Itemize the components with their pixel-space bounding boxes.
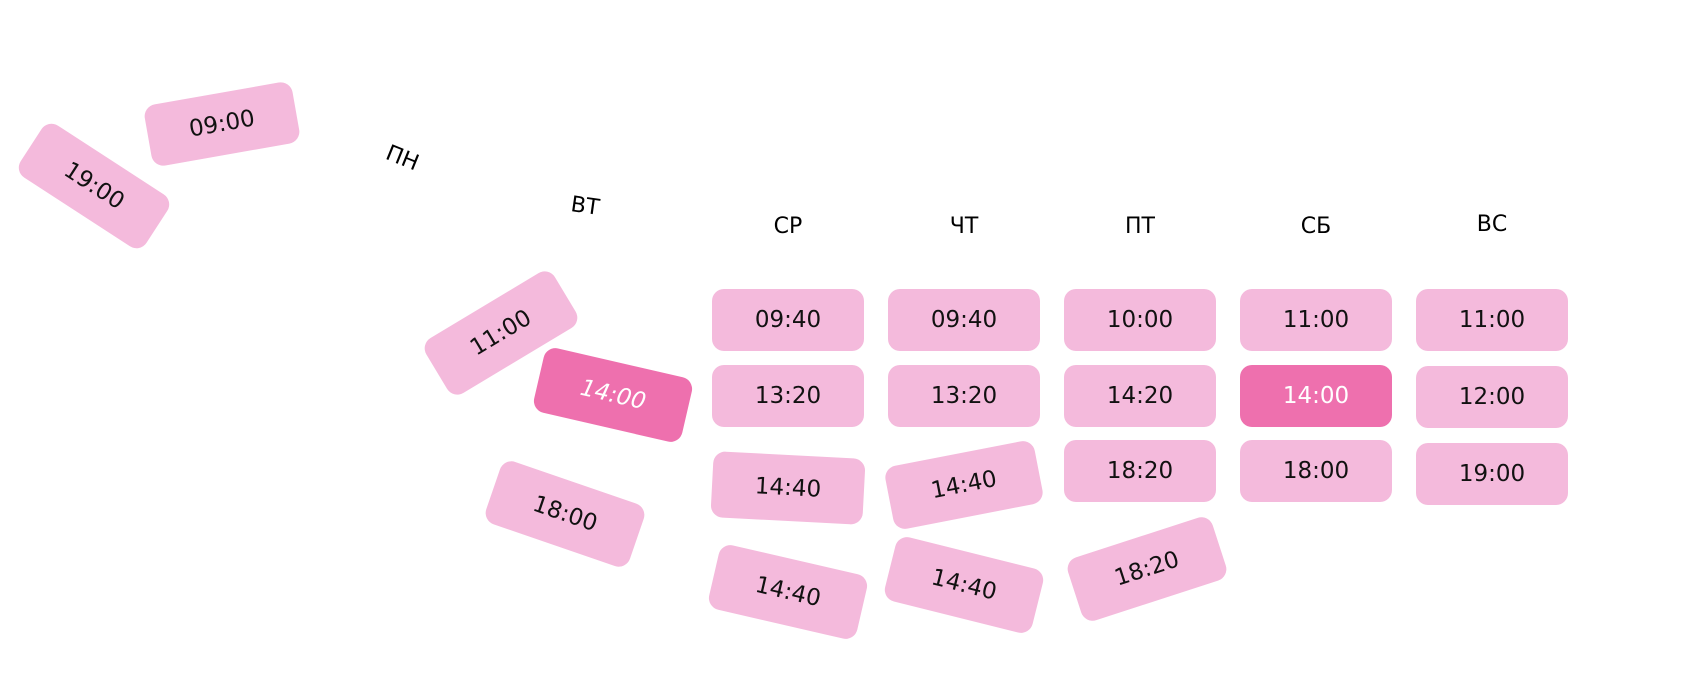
day-label-sat: СБ [1300,214,1332,239]
time-slot-wed-4[interactable]: 14:40 [706,542,870,642]
time-slot-thu-3[interactable]: 14:40 [883,439,1045,531]
time-slot-sat-2[interactable]: 14:00 [1240,365,1392,427]
day-label-fri: ПТ [1125,214,1155,239]
time-slot-fri-1[interactable]: 10:00 [1064,289,1216,351]
time-slot-thu-4[interactable]: 14:40 [882,534,1046,636]
day-label-sun: ВС [1476,212,1508,237]
time-slot-sat-3[interactable]: 18:00 [1240,440,1392,502]
day-label-wed: СР [773,214,803,239]
time-slot-thu-1[interactable]: 09:40 [888,289,1040,351]
day-label-thu: ЧТ [949,214,979,239]
time-slot-sun-2[interactable]: 12:00 [1416,366,1568,428]
time-slot-mon-1[interactable]: 09:00 [142,80,302,168]
time-slot-thu-2[interactable]: 13:20 [888,365,1040,427]
time-slot-fri-2[interactable]: 14:20 [1064,365,1216,427]
time-slot-fri-3[interactable]: 18:20 [1064,440,1216,502]
time-slot-sun-1[interactable]: 11:00 [1416,289,1568,351]
time-slot-fri-4[interactable]: 18:20 [1064,514,1230,624]
time-slot-tue-3[interactable]: 18:00 [482,458,648,570]
time-slot-wed-1[interactable]: 09:40 [712,289,864,351]
time-slot-tue-2[interactable]: 14:00 [531,345,695,445]
time-slot-wed-2[interactable]: 13:20 [712,365,864,427]
time-slot-sat-1[interactable]: 11:00 [1240,289,1392,351]
day-label-tue: ВТ [569,192,601,221]
day-label-mon: ПН [382,140,423,177]
time-slot-wed-3[interactable]: 14:40 [710,451,866,525]
time-slot-sun-3[interactable]: 19:00 [1416,443,1568,505]
